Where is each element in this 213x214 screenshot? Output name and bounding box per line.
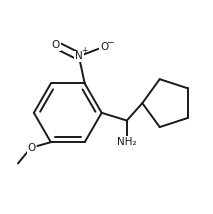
Text: N: N <box>75 51 83 61</box>
Text: −: − <box>106 37 114 46</box>
Text: O: O <box>100 42 108 52</box>
Text: O: O <box>52 40 60 50</box>
Text: +: + <box>81 46 88 55</box>
Text: NH₂: NH₂ <box>117 137 137 147</box>
Text: O: O <box>27 143 36 153</box>
